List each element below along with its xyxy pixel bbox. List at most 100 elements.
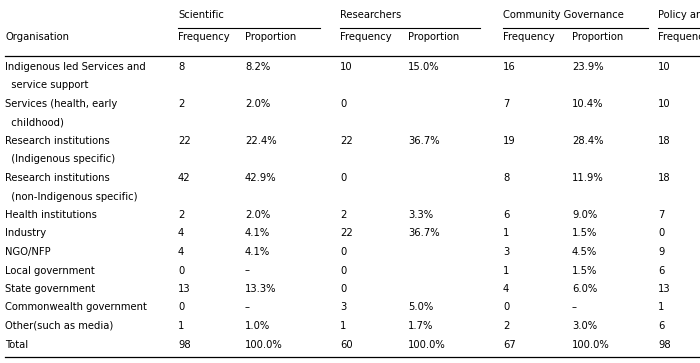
Text: 2: 2	[503, 321, 510, 331]
Text: 100.0%: 100.0%	[245, 339, 283, 350]
Text: 4.5%: 4.5%	[572, 247, 597, 257]
Text: 42: 42	[178, 173, 190, 183]
Text: 42.9%: 42.9%	[245, 173, 276, 183]
Text: 4: 4	[178, 228, 184, 238]
Text: 23.9%: 23.9%	[572, 62, 603, 72]
Text: 0: 0	[340, 284, 346, 294]
Text: 0: 0	[178, 302, 184, 313]
Text: 2.0%: 2.0%	[245, 99, 270, 109]
Text: 4: 4	[503, 284, 510, 294]
Text: service support: service support	[5, 81, 88, 90]
Text: 0: 0	[658, 228, 664, 238]
Text: 1.5%: 1.5%	[572, 265, 597, 276]
Text: Researchers: Researchers	[340, 10, 401, 20]
Text: 1: 1	[178, 321, 184, 331]
Text: 0: 0	[340, 247, 346, 257]
Text: 6.0%: 6.0%	[572, 284, 597, 294]
Text: Research institutions: Research institutions	[5, 136, 110, 146]
Text: 9: 9	[658, 247, 664, 257]
Text: 13: 13	[178, 284, 190, 294]
Text: 22: 22	[340, 228, 353, 238]
Text: 0: 0	[340, 265, 346, 276]
Text: 1: 1	[503, 228, 510, 238]
Text: (non-Indigenous specific): (non-Indigenous specific)	[5, 192, 137, 201]
Text: 19: 19	[503, 136, 516, 146]
Text: 2.0%: 2.0%	[245, 210, 270, 220]
Text: Total: Total	[5, 339, 28, 350]
Text: Scientific: Scientific	[178, 10, 224, 20]
Text: 10.4%: 10.4%	[572, 99, 603, 109]
Text: 3: 3	[503, 247, 510, 257]
Text: 3.3%: 3.3%	[408, 210, 433, 220]
Text: Commonwealth government: Commonwealth government	[5, 302, 147, 313]
Text: 3.0%: 3.0%	[572, 321, 597, 331]
Text: Community Governance: Community Governance	[503, 10, 624, 20]
Text: 0: 0	[503, 302, 510, 313]
Text: (Indigenous specific): (Indigenous specific)	[5, 155, 115, 164]
Text: 98: 98	[658, 339, 671, 350]
Text: 9.0%: 9.0%	[572, 210, 597, 220]
Text: NGO/NFP: NGO/NFP	[5, 247, 50, 257]
Text: 0: 0	[340, 99, 346, 109]
Text: 1: 1	[503, 265, 510, 276]
Text: 98: 98	[178, 339, 190, 350]
Text: 11.9%: 11.9%	[572, 173, 603, 183]
Text: 6: 6	[503, 210, 510, 220]
Text: 10: 10	[658, 62, 671, 72]
Text: 1: 1	[340, 321, 346, 331]
Text: Health institutions: Health institutions	[5, 210, 97, 220]
Text: Research institutions: Research institutions	[5, 173, 110, 183]
Text: 28.4%: 28.4%	[572, 136, 603, 146]
Text: 15.0%: 15.0%	[408, 62, 440, 72]
Text: 1: 1	[658, 302, 664, 313]
Text: Frequency: Frequency	[658, 32, 700, 42]
Text: 1.0%: 1.0%	[245, 321, 270, 331]
Text: 60: 60	[340, 339, 353, 350]
Text: 100.0%: 100.0%	[572, 339, 610, 350]
Text: 13: 13	[658, 284, 671, 294]
Text: 10: 10	[658, 99, 671, 109]
Text: Organisation: Organisation	[5, 32, 69, 42]
Text: 1.5%: 1.5%	[572, 228, 597, 238]
Text: 3: 3	[340, 302, 346, 313]
Text: 8: 8	[178, 62, 184, 72]
Text: Indigenous led Services and: Indigenous led Services and	[5, 62, 146, 72]
Text: Policy and implementers: Policy and implementers	[658, 10, 700, 20]
Text: Services (health, early: Services (health, early	[5, 99, 118, 109]
Text: 8: 8	[503, 173, 510, 183]
Text: 8.2%: 8.2%	[245, 62, 270, 72]
Text: 4.1%: 4.1%	[245, 247, 270, 257]
Text: 2: 2	[178, 210, 184, 220]
Text: Industry: Industry	[5, 228, 46, 238]
Text: –: –	[245, 265, 250, 276]
Text: 67: 67	[503, 339, 516, 350]
Text: childhood): childhood)	[5, 118, 64, 127]
Text: State government: State government	[5, 284, 95, 294]
Text: 36.7%: 36.7%	[408, 136, 440, 146]
Text: 6: 6	[658, 321, 664, 331]
Text: 36.7%: 36.7%	[408, 228, 440, 238]
Text: 7: 7	[503, 99, 510, 109]
Text: 4: 4	[178, 247, 184, 257]
Text: Proportion: Proportion	[572, 32, 623, 42]
Text: 0: 0	[178, 265, 184, 276]
Text: Frequency: Frequency	[340, 32, 391, 42]
Text: 13.3%: 13.3%	[245, 284, 276, 294]
Text: 5.0%: 5.0%	[408, 302, 433, 313]
Text: 16: 16	[503, 62, 516, 72]
Text: –: –	[572, 302, 577, 313]
Text: Other(such as media): Other(such as media)	[5, 321, 113, 331]
Text: 18: 18	[658, 136, 671, 146]
Text: 7: 7	[658, 210, 664, 220]
Text: 22: 22	[178, 136, 190, 146]
Text: 4.1%: 4.1%	[245, 228, 270, 238]
Text: 22.4%: 22.4%	[245, 136, 276, 146]
Text: 100.0%: 100.0%	[408, 339, 446, 350]
Text: Frequency: Frequency	[503, 32, 554, 42]
Text: Frequency: Frequency	[178, 32, 230, 42]
Text: 10: 10	[340, 62, 353, 72]
Text: 6: 6	[658, 265, 664, 276]
Text: 2: 2	[340, 210, 346, 220]
Text: 1.7%: 1.7%	[408, 321, 433, 331]
Text: 2: 2	[178, 99, 184, 109]
